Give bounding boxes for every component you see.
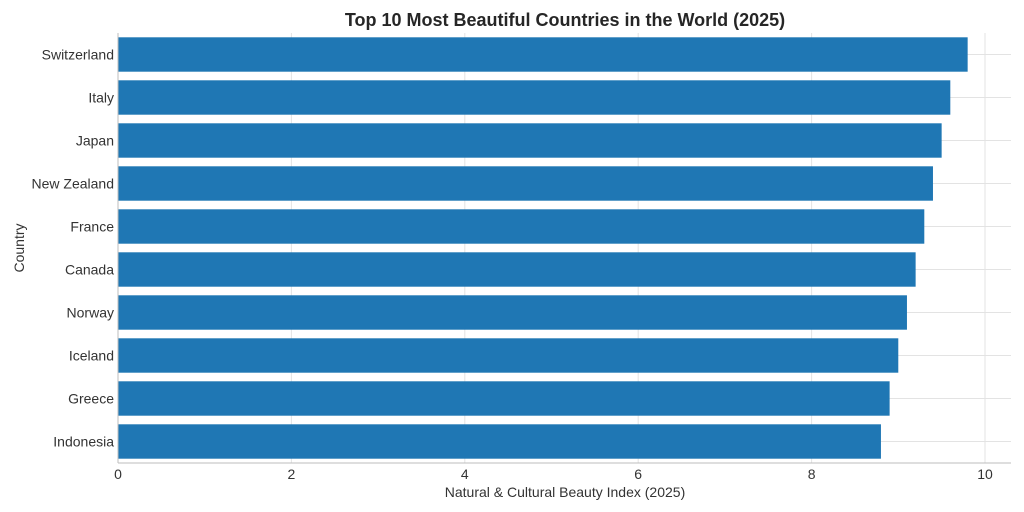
y-tick-label: Japan xyxy=(76,133,114,149)
x-tick-label: 6 xyxy=(634,466,642,482)
x-tick-label: 2 xyxy=(287,466,295,482)
y-tick-label: Indonesia xyxy=(53,434,114,450)
bars xyxy=(118,37,968,459)
bar xyxy=(118,37,968,72)
bar xyxy=(118,80,951,115)
bar xyxy=(118,381,890,416)
bar xyxy=(118,209,925,244)
y-tick-label: Italy xyxy=(88,90,114,106)
chart-title: Top 10 Most Beautiful Countries in the W… xyxy=(345,10,785,30)
y-axis-label: Country xyxy=(11,223,27,272)
x-tick-labels: 0 2 4 6 8 10 xyxy=(114,466,993,482)
y-tick-label: Canada xyxy=(65,262,114,278)
y-tick-labels: Switzerland Italy Japan New Zealand France Ca… xyxy=(32,47,115,450)
x-tick-label: 8 xyxy=(808,466,816,482)
bar xyxy=(118,252,916,287)
x-tick-label: 4 xyxy=(461,466,469,482)
x-tick-label: 10 xyxy=(977,466,993,482)
x-tick-label: 0 xyxy=(114,466,122,482)
y-tick-label: France xyxy=(70,219,114,235)
bar xyxy=(118,424,881,459)
x-axis-label: Natural & Cultural Beauty Index (2025) xyxy=(445,484,685,500)
y-tick-label: Norway xyxy=(67,305,114,321)
y-tick-label: Greece xyxy=(68,391,114,407)
y-tick-label: Switzerland xyxy=(42,47,114,63)
y-tick-label: New Zealand xyxy=(32,176,115,192)
bar xyxy=(118,123,942,158)
y-tick-label: Iceland xyxy=(69,348,114,364)
bar xyxy=(118,295,907,330)
bar xyxy=(118,338,899,373)
bar xyxy=(118,166,933,201)
